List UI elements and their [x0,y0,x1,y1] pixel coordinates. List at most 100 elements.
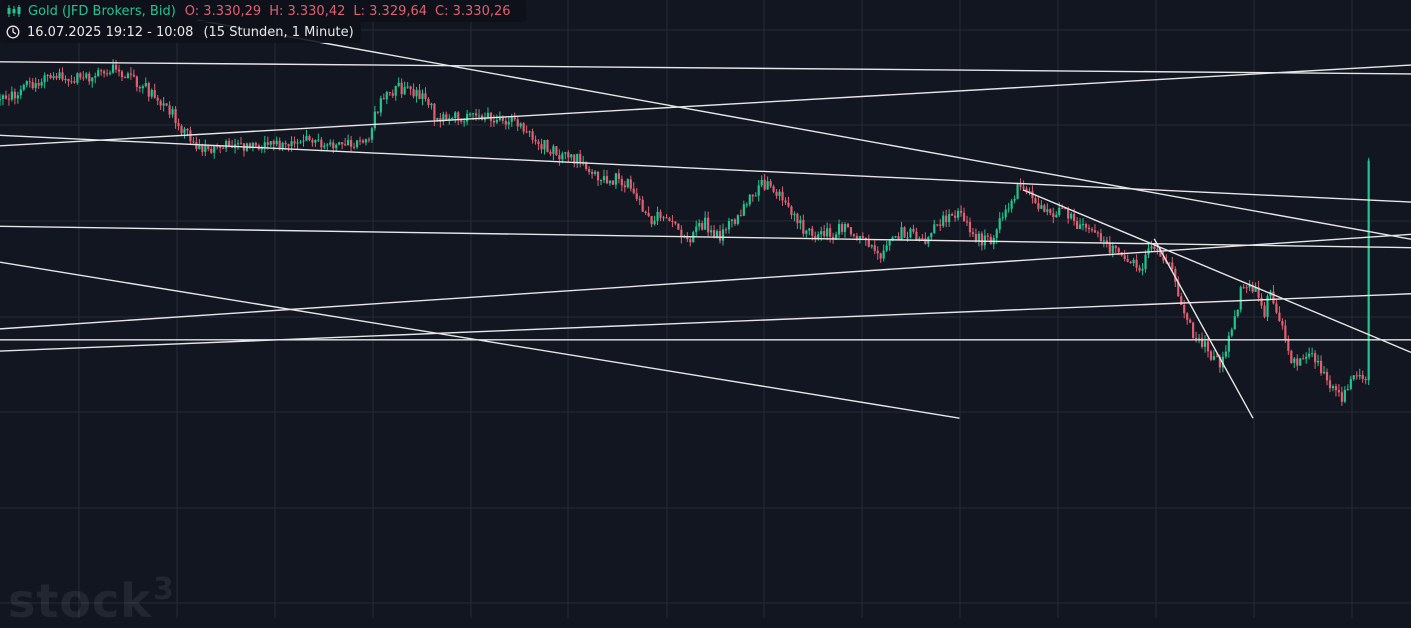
candle-body [344,144,347,146]
candle-body [1194,337,1198,339]
candle-down [489,111,493,128]
candle-down [712,225,716,239]
candle-body [1138,267,1141,271]
candle-down [367,137,371,143]
candle-body [704,217,707,230]
candle-up [1078,218,1082,230]
candle-body [183,128,186,134]
candle-body [168,105,171,115]
candle-body [296,142,299,144]
candle-down [674,221,677,226]
candle-body [189,130,192,142]
candle-body [1171,262,1174,269]
candle-down [103,69,106,78]
candle-body [1334,386,1338,391]
candle-down [689,236,692,247]
candle-body [1272,291,1275,304]
candle-down [814,231,817,243]
candle-down [867,234,870,248]
candle-up [1197,334,1201,344]
candle-body [650,216,653,225]
candle-up [1,93,5,106]
candle-body [1123,255,1126,260]
candle-body [379,98,382,113]
candle-down [787,196,790,208]
candle-up [22,83,25,92]
candle-body [1001,217,1004,219]
candle-down [861,232,864,240]
candle-body [718,230,722,241]
candle-down [644,210,647,215]
candle-up [837,219,841,238]
candle-body [1162,256,1165,261]
candle-down [132,69,135,78]
candle-down [945,209,948,228]
candle-down [1114,245,1117,253]
candle-body [912,228,915,232]
candle-body [629,179,632,189]
candle-body [58,72,61,79]
candle-up [662,215,665,222]
candle-down [1022,180,1025,191]
candle-body [689,239,692,243]
candle-body [772,186,775,192]
candle-down [531,128,534,144]
candle-body [1299,358,1302,366]
candle-up [1367,157,1370,386]
candle-up [528,130,531,137]
candle-down [558,149,561,166]
candle-down [724,227,728,234]
candle-up [97,67,100,77]
candle-down [1189,318,1192,324]
candle-body [977,233,980,241]
candle-body [823,231,826,237]
candle-up [614,172,618,189]
candle-body [150,90,153,97]
candle-body [1248,285,1251,288]
candle-body [219,146,222,148]
candle-body [620,178,623,186]
candle-body [576,154,579,164]
candle-body [498,117,501,120]
candle-body [361,140,365,143]
candle-down [968,217,972,237]
candle-down [650,215,653,228]
candle-down [153,83,156,99]
candle-body [138,87,141,89]
candle-body [543,140,546,150]
candle-body [397,82,400,87]
candle-body [1093,230,1097,233]
candle-body [225,141,228,149]
candle-body [656,211,659,221]
candle-body [796,213,799,224]
candle-down [1314,350,1317,369]
candle-body [114,64,118,70]
candle-body [281,142,284,148]
candle-up [1004,204,1007,221]
candle-body [1203,341,1207,347]
candle-body [531,131,534,140]
candle-down [846,222,850,228]
candle-body [662,217,665,219]
candle-down [588,166,591,175]
candle-body [352,146,356,148]
candle-up [599,179,603,186]
candle-body [1293,358,1296,363]
candle-body [522,123,525,132]
candle-body [427,98,430,106]
candle-down [775,189,778,199]
candle-body [471,113,475,115]
candle-body [192,141,195,143]
candle-down [358,136,362,145]
candle-down [1355,371,1358,380]
candle-up [454,111,457,124]
candle-down [953,210,957,222]
candle-down [37,79,40,89]
candle-body [1010,200,1013,209]
candle-body [290,141,293,147]
candle-down [1028,187,1031,196]
candle-body [433,103,436,120]
candle-body [263,142,266,148]
